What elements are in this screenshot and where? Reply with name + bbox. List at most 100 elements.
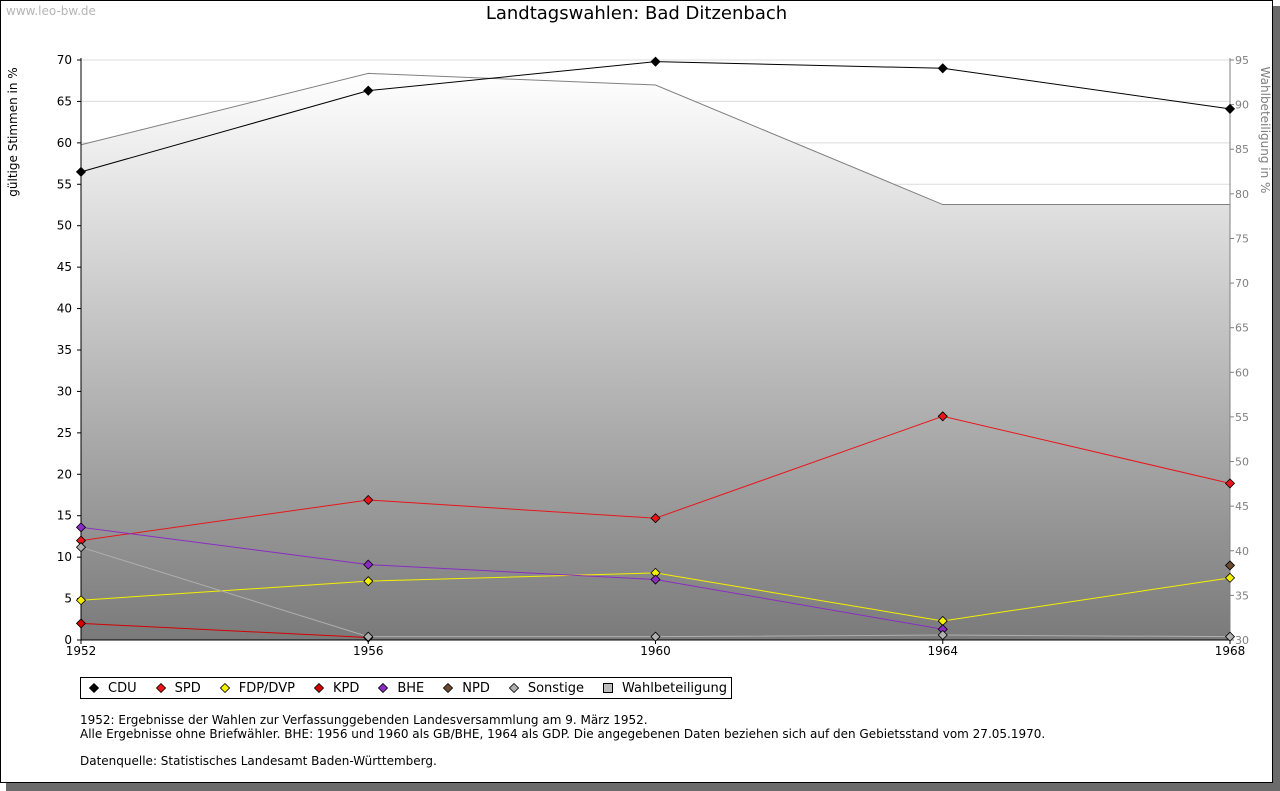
y-axis-label-left: gültige Stimmen in % (6, 67, 20, 196)
y-tick-label-left: 25 (57, 426, 72, 440)
data-point-sonstige (75, 542, 87, 553)
x-tick-label: 1964 (927, 644, 958, 658)
x-tick-label: 1952 (66, 644, 97, 658)
y-tick-label-right: 55 (1235, 411, 1249, 424)
legend-item-cdu: CDU (89, 681, 137, 696)
y-tick-label-right: 85 (1235, 143, 1249, 156)
data-point-spd (1224, 478, 1236, 489)
data-point-sonstige (650, 631, 661, 642)
legend-marker (508, 683, 519, 693)
legend-item-kpd: KPD (313, 680, 360, 696)
footnote-general: Alle Ergebnisse ohne Briefwähler. BHE: 1… (80, 727, 1046, 741)
data-point-cdu (1224, 103, 1236, 114)
y-tick-label-right: 80 (1235, 188, 1249, 201)
turnout-area-layer (80, 72, 1230, 640)
y-tick-label-right: 40 (1235, 545, 1249, 558)
legend-label: Sonstige (527, 680, 585, 696)
y-tick-label-left: 40 (57, 302, 72, 316)
x-tick-label: 1960 (640, 644, 671, 658)
y-tick-label-right: 75 (1235, 232, 1249, 245)
data-point-cdu (75, 166, 87, 177)
legend-label: BHE (397, 680, 425, 696)
legend-marker (219, 683, 230, 693)
y-tick-label-right: 45 (1235, 500, 1249, 513)
data-point-spd (363, 494, 374, 506)
data-point-sonstige (937, 629, 948, 641)
y-tick-label-left: 45 (57, 260, 72, 274)
y-tick-label-right: 35 (1235, 589, 1249, 602)
y-tick-label-left: 60 (57, 136, 72, 150)
series-fdp-dvp (75, 567, 1236, 627)
legend-item-sonstige: Sonstige (508, 680, 585, 696)
y-tick-label-right: 65 (1235, 322, 1249, 335)
x-tick-label: 1956 (353, 644, 384, 658)
y-tick-label-left: 5 (64, 592, 72, 606)
legend-item-fdp-dvp: FDP/DVP (219, 680, 295, 696)
data-point-npd (1224, 560, 1236, 571)
series-cdu (75, 56, 1236, 177)
legend-item-wahlbeteiligung: Wahlbeteiligung (603, 681, 727, 696)
y-tick-label-left: 70 (57, 53, 72, 67)
y-tick-label-left: 30 (57, 384, 72, 398)
x-tick-label: 1968 (1215, 644, 1246, 658)
y-tick-label-right: 50 (1235, 456, 1249, 469)
legend-label: KPD (332, 680, 360, 696)
legend-marker (443, 683, 454, 693)
turnout-area (81, 73, 1230, 640)
legend-marker (603, 683, 614, 693)
series-line-bhe (80, 526, 943, 630)
data-point-bhe (650, 574, 661, 585)
legend-label: CDU (108, 680, 137, 696)
y-tick-label-right: 95 (1235, 54, 1249, 67)
data-point-bhe (75, 522, 87, 533)
series-spd (75, 411, 1236, 546)
y-tick-label-left: 10 (57, 550, 72, 564)
data-point-kpd (75, 618, 87, 629)
data-point-fdp-dvp (1224, 572, 1236, 583)
data-point-sonstige (1224, 631, 1236, 642)
frame-shadow-bottom (6, 783, 1280, 791)
watermark: www.leo-bw.de (6, 4, 96, 18)
data-point-fdp-dvp (363, 576, 374, 587)
y-axis-label-right: Wahlbeteiligung in % (1258, 67, 1272, 194)
legend-item-npd: NPD (443, 681, 490, 696)
y-tick-label-left: 15 (57, 509, 72, 523)
data-point-cdu (650, 56, 661, 67)
data-point-bhe (363, 559, 374, 570)
legend-label: NPD (462, 680, 490, 696)
footnote-1952: 1952: Ergebnisse der Wahlen zur Verfassu… (80, 713, 648, 727)
data-point-spd (937, 411, 948, 422)
data-point-cdu (937, 63, 948, 74)
series-npd (1224, 560, 1236, 571)
legend-marker (89, 683, 99, 693)
data-point-fdp-dvp (75, 595, 87, 606)
y-tick-label-left: 50 (57, 219, 72, 233)
data-point-cdu (363, 85, 374, 96)
legend-label: Wahlbeteiligung (622, 680, 728, 696)
legend-item-spd: SPD (155, 680, 201, 696)
data-point-spd (650, 513, 661, 524)
tick-labels: 0 5 10 15 20 25 30 35 40 45 50 55 60 65 70 30 35 40 45 50 55… (57, 53, 1249, 658)
series-line-kpd (80, 622, 369, 639)
series-bhe (75, 522, 948, 635)
data-point-sonstige (363, 631, 374, 642)
legend-label: SPD (174, 680, 201, 696)
y-tick-label-left: 0 (64, 633, 72, 647)
legend-item-bhe: BHE (378, 681, 424, 696)
series-sonstige (75, 542, 1236, 642)
turnout-line (80, 72, 1230, 206)
legend: CDU SPD FDP/DVP KPD BHE NPD Sonstige Wahlbeteil… (80, 677, 733, 699)
data-source: Datenquelle: Statistisches Landesamt Bad… (80, 754, 437, 768)
legend-label: FDP/DVP (238, 680, 295, 696)
y-tick-label-left: 65 (57, 94, 72, 108)
chart-title: Landtagswahlen: Bad Ditzenbach (485, 3, 788, 24)
y-tick-label-left: 20 (57, 467, 72, 481)
footnotes: 1952: Ergebnisse der Wahlen zur Verfassu… (80, 713, 1045, 768)
y-tick-label-right: 70 (1235, 277, 1249, 290)
y-tick-label-right: 60 (1235, 366, 1249, 379)
y-tick-label-left: 55 (57, 177, 72, 191)
y-tick-label-right: 30 (1235, 634, 1249, 647)
legend-marker (378, 683, 389, 693)
y-tick-label-left: 35 (57, 343, 72, 357)
